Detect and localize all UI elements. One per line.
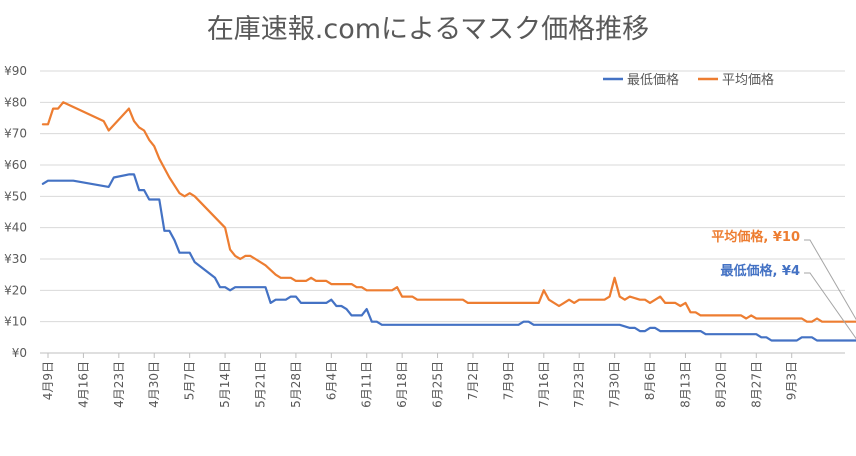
x-tick-label: 5月14日 — [218, 361, 232, 408]
x-tick-label: 4月9日 — [41, 361, 55, 400]
x-tick-label: 4月23日 — [112, 361, 126, 408]
y-tick-label: ¥10 — [4, 315, 27, 329]
grid-lines — [40, 70, 845, 354]
y-tick-label: ¥0 — [12, 346, 27, 360]
x-tick-label: 5月21日 — [253, 361, 267, 408]
x-tick-label: 8月13日 — [678, 361, 692, 408]
legend-label: 最低価格 — [627, 72, 679, 88]
x-tick-label: 6月4日 — [324, 361, 338, 400]
end-label-leader — [804, 272, 856, 340]
end-labels: 最低価格, ¥4 平均価格, ¥10 — [711, 229, 856, 340]
x-tick-label: 5月7日 — [183, 361, 197, 400]
y-tick-label: ¥80 — [4, 95, 27, 109]
x-tick-label: 6月18日 — [395, 361, 409, 408]
y-tick-label: ¥40 — [4, 221, 27, 235]
chart-title: 在庫速報.comによるマスク価格推移 — [207, 14, 649, 45]
end-label-leader — [804, 239, 856, 321]
x-tick-label: 7月23日 — [572, 361, 586, 408]
end-label: 最低価格, ¥4 — [720, 263, 800, 279]
x-tick-label: 6月25日 — [431, 361, 445, 408]
y-tick-label: ¥20 — [4, 283, 27, 297]
x-tick-label: 7月30日 — [608, 361, 622, 408]
end-label: 平均価格, ¥10 — [711, 229, 800, 245]
legend-label: 平均価格 — [722, 72, 774, 88]
series-line — [41, 101, 856, 323]
x-tick-label: 4月16日 — [76, 361, 90, 408]
series-line — [41, 173, 856, 342]
series-lines — [41, 101, 856, 342]
x-tick-label: 8月6日 — [643, 361, 657, 400]
x-tick-label: 9月3日 — [785, 361, 799, 400]
y-tick-label: ¥70 — [4, 127, 27, 141]
y-tick-label: ¥60 — [4, 158, 27, 172]
x-tick-label: 8月27日 — [749, 361, 763, 408]
legend: 最低価格 平均価格 — [603, 72, 774, 88]
x-tick-label: 8月20日 — [714, 361, 728, 408]
x-tick-label: 4月30日 — [147, 361, 161, 408]
axes: ¥0 ¥10 ¥20 ¥30 ¥40 ¥50 ¥60 ¥70 ¥80 ¥90 4月9日 4月16日 4月… — [4, 64, 799, 408]
y-tick-label: ¥30 — [4, 252, 27, 266]
x-tick-label: 7月16日 — [537, 361, 551, 408]
x-tick-label: 7月2日 — [466, 361, 480, 400]
x-tick-label: 5月28日 — [289, 361, 303, 408]
x-tick-label: 6月11日 — [360, 361, 374, 408]
y-tick-label: ¥90 — [4, 64, 27, 78]
x-tick-label: 7月9日 — [501, 361, 515, 400]
y-tick-label: ¥50 — [4, 189, 27, 203]
